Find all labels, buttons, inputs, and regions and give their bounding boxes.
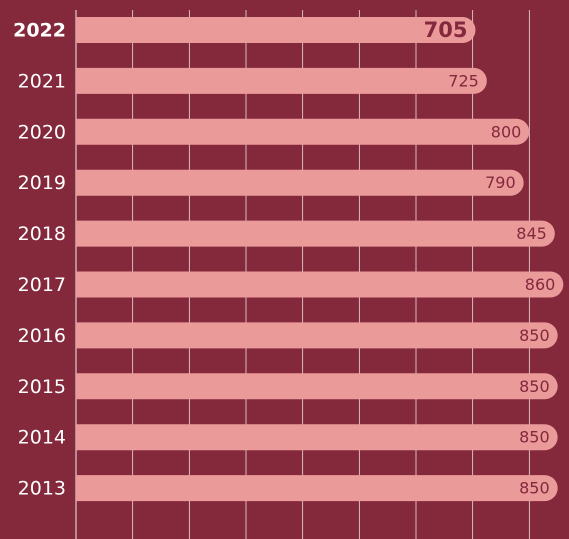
bar bbox=[76, 424, 558, 451]
bar bbox=[76, 67, 487, 94]
y-tick-label: 2020 bbox=[18, 121, 66, 143]
y-tick-label: 2014 bbox=[18, 427, 66, 449]
y-tick-label: 2016 bbox=[18, 325, 66, 347]
value-label: 860 bbox=[525, 275, 556, 294]
bar bbox=[76, 220, 555, 247]
value-label: 850 bbox=[519, 428, 550, 447]
y-tick-label: 2018 bbox=[18, 223, 66, 245]
value-label: 850 bbox=[519, 326, 550, 345]
value-label: 705 bbox=[424, 18, 468, 42]
bar bbox=[76, 169, 524, 196]
y-tick-label: 2019 bbox=[18, 172, 66, 194]
value-label: 800 bbox=[491, 122, 522, 141]
bar bbox=[76, 118, 530, 145]
y-tick-label: 2017 bbox=[18, 274, 66, 296]
bar bbox=[76, 475, 558, 502]
y-tick-label: 2015 bbox=[18, 376, 66, 398]
bar bbox=[76, 271, 564, 298]
value-label: 850 bbox=[519, 377, 550, 396]
y-tick-label: 2022 bbox=[13, 20, 66, 42]
value-label: 845 bbox=[516, 224, 547, 243]
bar bbox=[76, 17, 476, 43]
bar bbox=[76, 373, 558, 400]
value-label: 725 bbox=[448, 71, 479, 90]
bar bbox=[76, 322, 558, 349]
value-label: 850 bbox=[519, 479, 550, 498]
y-tick-label: 2021 bbox=[18, 70, 66, 92]
value-label: 790 bbox=[485, 173, 516, 192]
y-tick-label: 2013 bbox=[18, 478, 66, 500]
